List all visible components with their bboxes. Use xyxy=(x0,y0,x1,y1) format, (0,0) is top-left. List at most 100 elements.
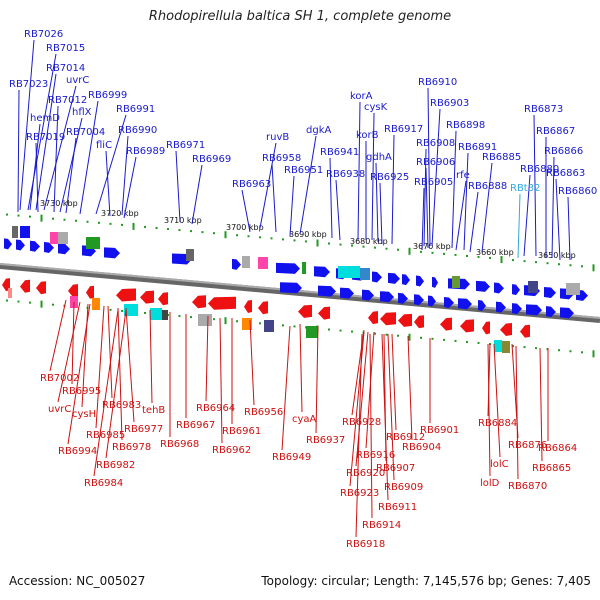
reverse-leader-line xyxy=(539,347,543,462)
feature-block xyxy=(162,310,168,320)
forward-gene-label: rfe xyxy=(456,170,470,181)
reverse-gene-label: RB6949 xyxy=(272,452,311,463)
upper-tick xyxy=(477,255,480,258)
forward-leader-line xyxy=(421,187,425,251)
forward-gene-label: hemD xyxy=(30,113,60,124)
forward-gene-label: RB6989 xyxy=(126,146,165,157)
forward-gene-arrow xyxy=(560,307,574,319)
forward-gene-arrow xyxy=(458,298,472,310)
forward-leader-line xyxy=(523,174,531,257)
reverse-leader-line xyxy=(117,307,123,441)
reverse-gene-label: RB6964 xyxy=(196,403,235,414)
forward-gene-label: RB6917 xyxy=(384,124,423,135)
reverse-gene-arrows xyxy=(2,278,530,338)
forward-gene-label: RB6880 xyxy=(520,164,559,175)
lower-tick xyxy=(109,308,112,311)
forward-leader-line xyxy=(379,182,383,245)
reverse-gene-arrow xyxy=(380,312,396,326)
forward-gene-label: RB7026 xyxy=(24,29,63,40)
forward-gene-arrow xyxy=(104,247,120,259)
reverse-gene-arrow xyxy=(440,317,452,331)
forward-gene-arrow xyxy=(16,239,25,251)
forward-gene-arrow xyxy=(478,300,486,312)
forward-gene-label: RB6873 xyxy=(524,104,563,115)
upper-tick xyxy=(63,218,66,221)
feature-block xyxy=(528,281,538,293)
forward-leader-line xyxy=(17,89,20,213)
reverse-gene-label: RB6911 xyxy=(378,502,417,513)
reverse-leader-lines xyxy=(49,299,549,538)
reverse-leader-line xyxy=(249,319,255,406)
lower-tick xyxy=(466,340,468,343)
forward-gene-arrow xyxy=(494,282,504,294)
forward-leader-line xyxy=(65,137,77,214)
forward-leader-line xyxy=(533,114,537,257)
forward-gene-arrow xyxy=(362,289,374,301)
upper-tick xyxy=(293,239,296,242)
lower-tick xyxy=(52,303,54,306)
upper-tick xyxy=(431,251,434,254)
forward-leader-line xyxy=(567,196,571,261)
forward-gene-arrow xyxy=(372,271,382,283)
feature-block xyxy=(242,256,250,268)
feature-block xyxy=(12,226,18,238)
forward-gene-arrow xyxy=(398,292,408,304)
upper-tick xyxy=(339,243,342,246)
forward-leader-lines xyxy=(17,39,571,261)
forward-gene-label: RB6999 xyxy=(88,90,127,101)
reverse-gene-label: RB7002 xyxy=(40,373,79,384)
reverse-leader-line xyxy=(71,301,75,385)
reverse-gene-label: cysH xyxy=(72,409,96,420)
reverse-gene-label: cyaA xyxy=(292,414,317,425)
feature-block xyxy=(86,237,100,249)
reverse-leader-line xyxy=(493,343,501,458)
reverse-gene-label: RB6961 xyxy=(222,426,261,437)
forward-leader-line xyxy=(469,191,479,253)
upper-tick xyxy=(454,253,457,256)
upper-tick xyxy=(17,214,20,217)
forward-leader-line xyxy=(29,123,41,211)
upper-tick xyxy=(40,214,43,222)
forward-leader-line xyxy=(357,101,361,241)
upper-tick xyxy=(144,225,146,228)
upper-tick xyxy=(489,257,491,260)
forward-gene-label: RB6867 xyxy=(536,126,575,137)
upper-tick xyxy=(132,222,135,230)
lower-tick xyxy=(144,311,146,314)
forward-gene-arrow xyxy=(416,275,424,287)
forward-gene-label: RB7015 xyxy=(46,43,85,54)
upper-tick xyxy=(466,254,468,257)
forward-gene-label: RB7014 xyxy=(46,63,85,74)
upper-tick xyxy=(52,217,54,220)
upper-tick xyxy=(316,239,319,247)
lower-tick xyxy=(339,329,342,332)
feature-block xyxy=(8,288,12,298)
forward-gene-label: RB6863 xyxy=(546,168,585,179)
scale-label: 3650 kbp xyxy=(538,251,576,260)
upper-tick xyxy=(109,222,112,225)
reverse-gene-arrow xyxy=(140,290,154,304)
forward-leader-line xyxy=(455,180,467,251)
forward-leader-line xyxy=(329,157,333,239)
upper-tick xyxy=(236,234,238,237)
upper-tick xyxy=(224,231,227,239)
forward-leader-line xyxy=(425,167,429,249)
forward-leader-line xyxy=(299,135,317,235)
forward-gene-arrow xyxy=(544,286,556,298)
forward-gene-label: RB6898 xyxy=(446,120,485,131)
forward-gene-label: RB6905 xyxy=(414,177,453,188)
reverse-gene-label: RB6876 xyxy=(508,440,547,451)
reverse-gene-arrow xyxy=(482,321,490,335)
reverse-leader-line xyxy=(355,331,369,467)
forward-gene-label: RB6951 xyxy=(284,165,323,176)
forward-gene-label: fliC xyxy=(96,140,112,151)
forward-gene-label: gdhA xyxy=(366,152,392,163)
forward-leader-line xyxy=(35,142,39,213)
forward-gene-arrow xyxy=(380,291,394,303)
forward-leader-line xyxy=(175,150,181,223)
forward-gene-label: RB6958 xyxy=(262,153,301,164)
forward-leader-line xyxy=(517,193,521,259)
forward-gene-label: RB6969 xyxy=(192,154,231,165)
reverse-gene-arrow xyxy=(368,311,378,325)
lower-tick xyxy=(259,322,261,325)
